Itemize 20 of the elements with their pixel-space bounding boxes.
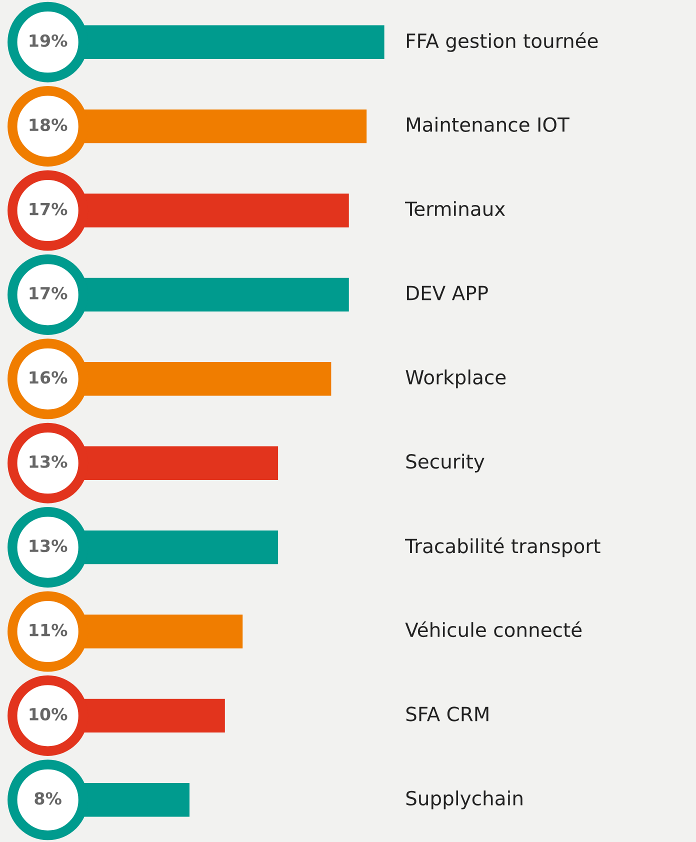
y-tick-label: Maintenance IOT	[406, 116, 570, 132]
data-label: 11%	[30, 624, 68, 636]
data-label: 8%	[34, 792, 62, 805]
y-tick-label: FFA gestion tournée	[406, 32, 598, 52]
y-tick-label: Workplace	[406, 369, 506, 388]
data-label: 10%	[30, 708, 68, 721]
data-label: 17%	[30, 286, 68, 300]
y-tick-label: Supplychain	[406, 790, 522, 810]
data-label: 13%	[30, 540, 68, 552]
y-tick-label: Security	[406, 454, 484, 473]
data-label: 19%	[30, 34, 68, 47]
data-label: 17%	[30, 202, 68, 216]
y-tick-label: Véhicule connecté	[405, 621, 582, 638]
y-tick-label: Tracabilité transport	[405, 538, 600, 558]
data-label: 13%	[30, 455, 68, 468]
y-tick-label: SFA CRM	[406, 706, 488, 722]
data-label: 16%	[30, 371, 68, 384]
y-tick-label: DEV APP	[406, 286, 488, 300]
data-label: 18%	[30, 118, 68, 132]
y-tick-label: Terminaux	[405, 201, 506, 216]
